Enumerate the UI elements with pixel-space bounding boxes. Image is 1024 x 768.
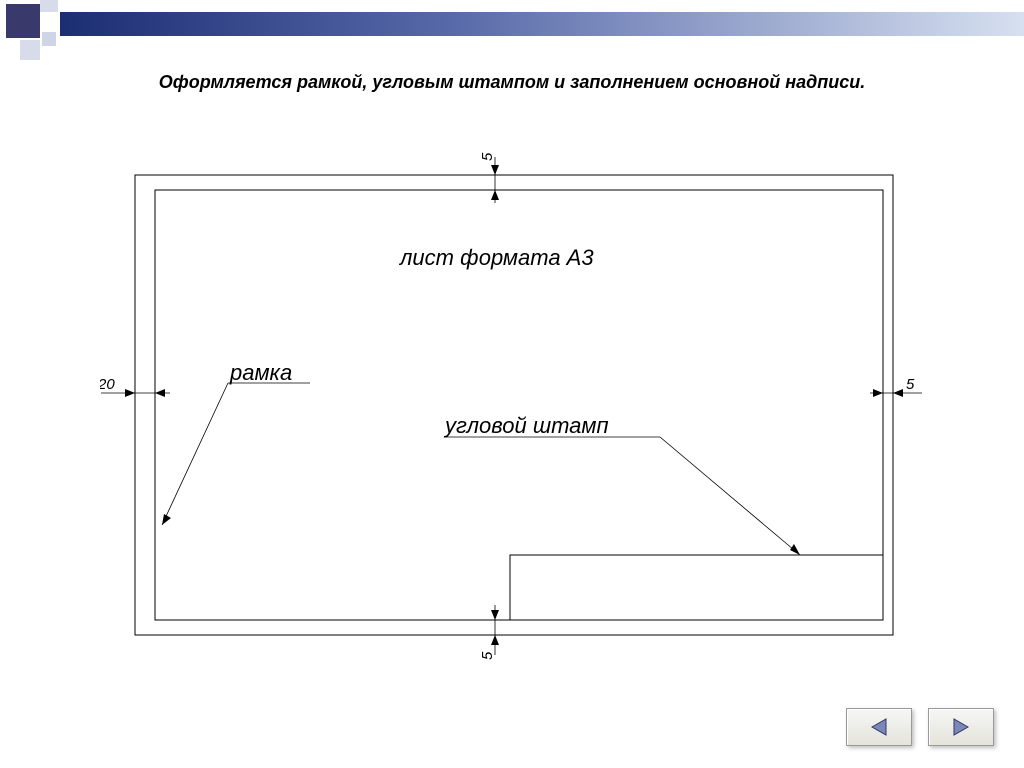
right-margin-value: 5 bbox=[906, 376, 915, 393]
corner-stamp-rect bbox=[510, 555, 883, 620]
left-margin-value: 20 bbox=[100, 376, 115, 393]
right-margin-dim: 5 bbox=[870, 376, 922, 397]
prev-button[interactable] bbox=[846, 708, 912, 746]
triangle-right-icon bbox=[950, 717, 972, 737]
slide-caption: Оформляется рамкой, угловым штампом и за… bbox=[0, 72, 1024, 93]
triangle-left-icon bbox=[868, 717, 890, 737]
stamp-callout: угловой штамп bbox=[443, 413, 800, 555]
outer-sheet-rect bbox=[135, 175, 893, 635]
bottom-margin-dim: 5 bbox=[479, 605, 499, 660]
bottom-margin-value: 5 bbox=[479, 651, 496, 660]
top-margin-dim: 5 bbox=[479, 152, 499, 203]
header-gradient-bar bbox=[60, 12, 1024, 36]
sheet-label: лист формата А3 bbox=[398, 245, 594, 270]
frame-label: рамка bbox=[229, 360, 292, 385]
top-margin-value: 5 bbox=[479, 152, 496, 161]
frame-callout: рамка bbox=[162, 360, 310, 525]
drawing-frame-diagram: 5 5 20 5 лист формата А3 рамка bbox=[100, 135, 924, 665]
stamp-label: угловой штамп bbox=[443, 413, 609, 438]
next-button[interactable] bbox=[928, 708, 994, 746]
